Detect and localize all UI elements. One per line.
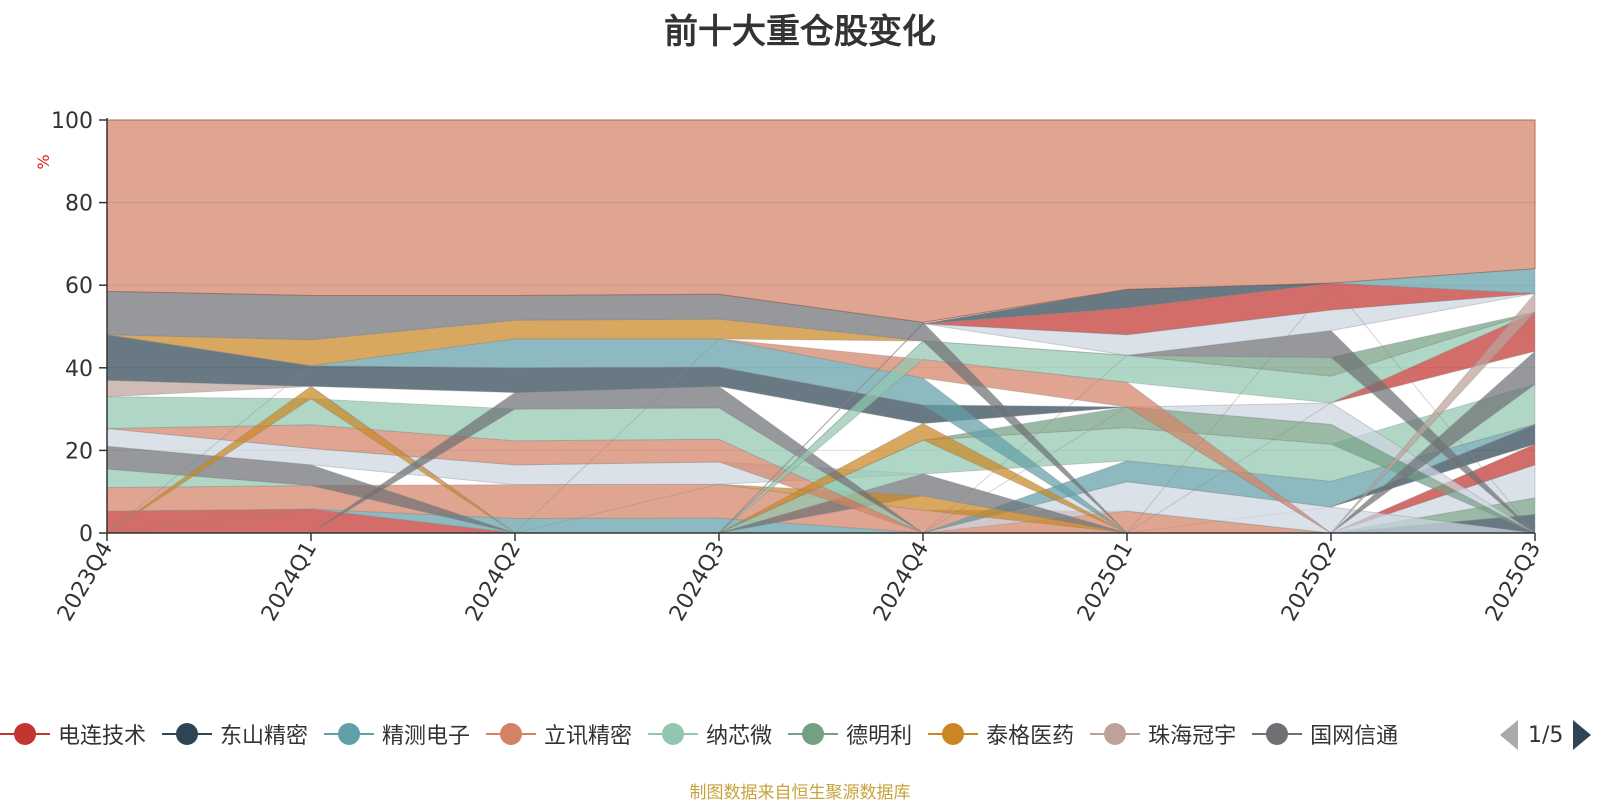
pager-prev-icon[interactable]	[1500, 720, 1518, 750]
x-tick-label: 2024Q4	[869, 538, 934, 626]
area-band-15	[106, 424, 1535, 534]
x-tick-label: 2023Q4	[53, 538, 118, 626]
legend-dot	[14, 723, 36, 745]
legend-symbol-icon	[648, 722, 699, 746]
legend-dot	[802, 723, 825, 745]
legend-label: 东山精密	[220, 724, 309, 749]
legend-symbol-icon	[162, 722, 213, 746]
y-tick-label: 80	[65, 192, 93, 217]
legend-label: 精测电子	[382, 724, 471, 749]
chart-title: 前十大重仓股变化	[664, 12, 936, 52]
legend-label: 泰格医药	[986, 724, 1075, 749]
legend[interactable]: 电连技术 东山精密 精测电子 立讯精密 纳芯微 德明利 泰格医药 珠海冠宇 国网信通	[0, 712, 1490, 756]
legend-dot	[662, 723, 685, 745]
legend-dot	[176, 723, 199, 745]
y-tick-label: 100	[51, 109, 93, 134]
legend-item[interactable]: 精测电子	[324, 712, 470, 756]
x-tick-label: 2025Q1	[1073, 538, 1138, 626]
y-tick-label: 0	[79, 522, 93, 547]
legend-item[interactable]: 电连技术	[0, 712, 146, 756]
y-tick-label: 20	[65, 439, 93, 464]
pager-next-icon[interactable]	[1573, 720, 1592, 750]
legend-item[interactable]: 纳芯微	[648, 712, 772, 756]
area-band-25	[107, 338, 1535, 534]
legend-label: 国网信通	[1310, 724, 1399, 749]
y-tick-label: 60	[65, 274, 93, 299]
legend-item[interactable]: 德明利	[788, 712, 912, 756]
legend-label: 德明利	[846, 724, 913, 749]
legend-label: 珠海冠宇	[1148, 724, 1237, 749]
x-tick-label: 2025Q2	[1277, 538, 1342, 626]
x-tick-label: 2024Q1	[257, 538, 322, 626]
legend-symbol-icon	[788, 722, 839, 746]
x-tick-label: 2024Q3	[665, 538, 730, 626]
legend-item[interactable]: 泰格医药	[928, 712, 1074, 756]
legend-symbol-icon	[1090, 722, 1141, 746]
legend-label: 电连技术	[58, 724, 147, 749]
area-chart: 0 20 40 60 80 100% 2023Q4 2024Q1 2024Q2 2024Q3 202…	[34, 109, 1546, 626]
legend-item[interactable]: 珠海冠宇	[1090, 712, 1236, 756]
y-tick-label: 40	[65, 357, 93, 382]
legend-dot	[1104, 723, 1127, 745]
x-tick-label: 2024Q2	[461, 538, 526, 626]
legend-item[interactable]: 国网信通	[1252, 712, 1398, 756]
legend-item[interactable]: 立讯精密	[486, 712, 632, 756]
legend-label: 纳芯微	[706, 724, 773, 749]
legend-item[interactable]: 东山精密	[162, 712, 308, 756]
y-axis-label: %	[34, 154, 53, 169]
legend-dot	[338, 723, 361, 745]
legend-label: 立讯精密	[544, 724, 633, 749]
legend-dot	[500, 723, 523, 745]
legend-pager: 1/5	[1500, 718, 1600, 752]
legend-dot	[1266, 723, 1289, 745]
legend-dot	[942, 723, 965, 745]
legend-symbol-icon	[928, 722, 979, 746]
legend-symbol-icon	[324, 722, 375, 746]
legend-symbol-icon	[1252, 722, 1303, 746]
pager-text: 1/5	[1528, 722, 1564, 748]
legend-symbol-icon	[486, 722, 537, 746]
legend-symbol-icon	[0, 722, 50, 746]
source-note: 制图数据来自恒生聚源数据库	[689, 783, 911, 803]
x-tick-label: 2025Q3	[1481, 538, 1546, 626]
area-band-20	[107, 350, 1536, 534]
